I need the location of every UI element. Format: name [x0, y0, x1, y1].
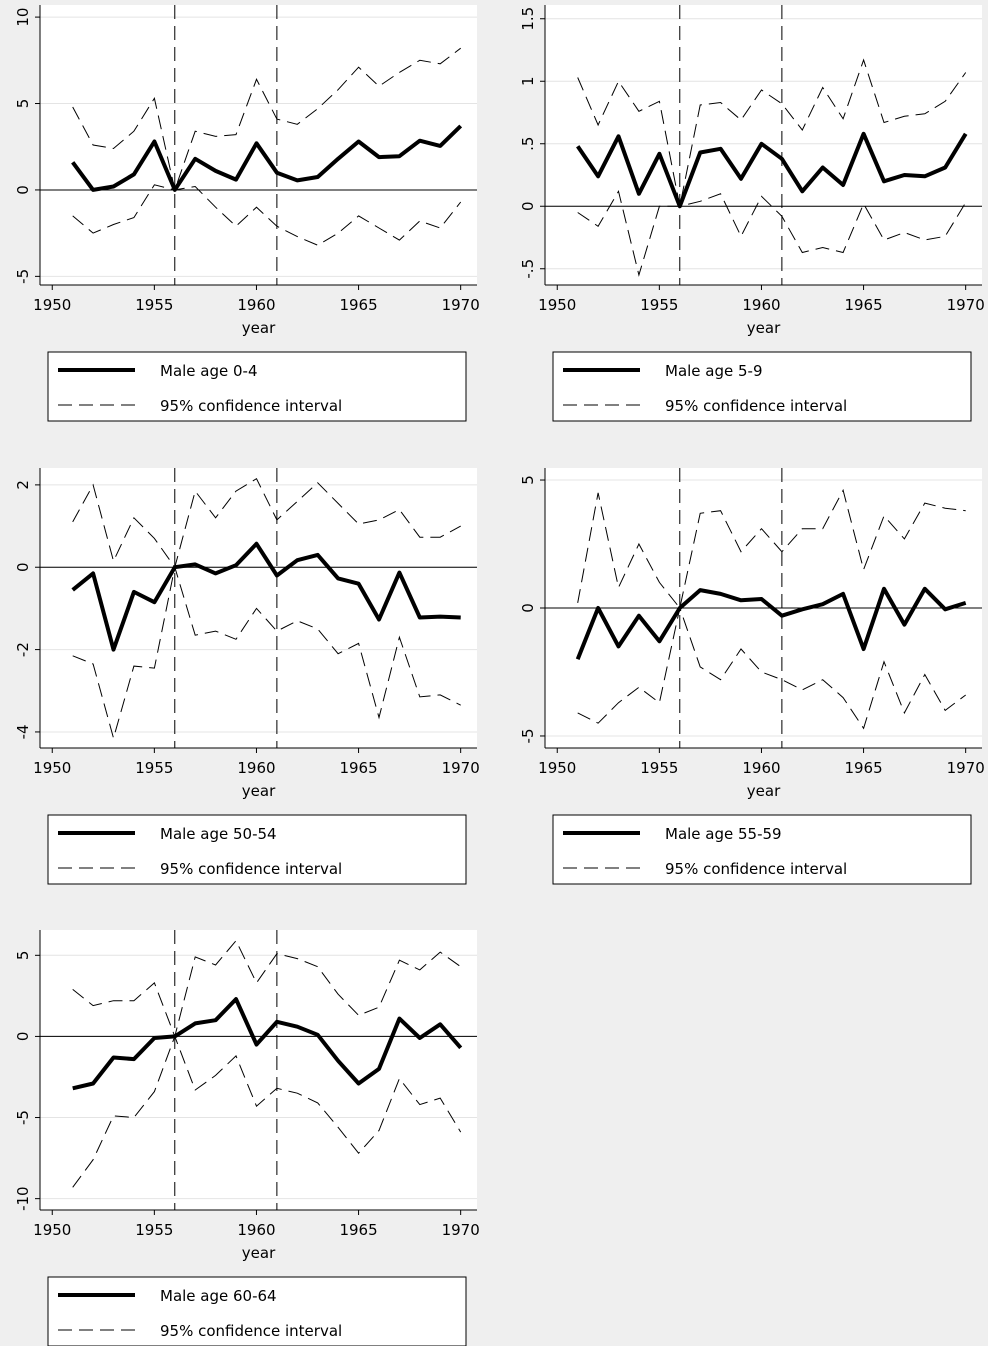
legend: Male age 5-9 95% confidence interval	[552, 351, 972, 422]
x-tick-label: 1970	[442, 759, 480, 777]
legend-label: 95% confidence interval	[665, 860, 847, 878]
x-tick-label: 1960	[237, 296, 275, 314]
x-tick-label: 1955	[135, 1221, 173, 1239]
y-tick-label: 5	[519, 475, 537, 485]
legend-label: Male age 55-59	[665, 825, 782, 843]
y-tick-label: 5	[14, 99, 32, 109]
x-tick-label: 1960	[742, 296, 780, 314]
legend-label: 95% confidence interval	[160, 397, 342, 415]
x-tick-label: 1970	[947, 759, 985, 777]
ci-upper-line	[577, 488, 966, 610]
y-tick-label: -10	[14, 1186, 32, 1211]
x-tick-label: 1970	[947, 296, 985, 314]
legend-box	[552, 351, 972, 422]
legend-box	[47, 1276, 467, 1346]
legend: Male age 60-64 95% confidence interval	[47, 1276, 467, 1346]
legend-box	[47, 351, 467, 422]
y-tick-label: 0	[519, 201, 537, 211]
x-tick-label: 1960	[237, 759, 275, 777]
x-tick-label: 1960	[742, 759, 780, 777]
x-tick-label: 1950	[538, 296, 576, 314]
y-tick-label: 0	[519, 603, 537, 613]
ci-upper-line	[577, 58, 967, 207]
legend-label: Male age 5-9	[665, 362, 763, 380]
x-axis-title: year	[242, 782, 276, 800]
x-tick-label: 1960	[237, 1221, 275, 1239]
estimate-line	[71, 124, 463, 192]
legend: Male age 55-59 95% confidence interval	[552, 814, 972, 885]
y-tick-label: -5	[519, 728, 537, 743]
x-tick-label: 1950	[33, 759, 71, 777]
estimate-line	[71, 541, 461, 652]
legend-label: Male age 60-64	[160, 1287, 277, 1305]
ci-upper-line	[72, 47, 462, 192]
estimate-line	[575, 586, 967, 660]
y-tick-label: 1.5	[519, 7, 537, 31]
y-tick-label: -5	[14, 269, 32, 284]
chart-panel: -5 0 5 10 1950 1955 1960 1965 1970 year Male age 0…	[14, 5, 480, 422]
x-tick-label: 1955	[640, 296, 678, 314]
y-tick-label: 0	[14, 185, 32, 195]
ci-lower-line	[72, 567, 461, 740]
x-tick-label: 1965	[339, 759, 377, 777]
legend-label: 95% confidence interval	[665, 397, 847, 415]
legend-label: 95% confidence interval	[160, 1322, 342, 1340]
plot-area	[40, 468, 477, 748]
ci-upper-line	[72, 939, 461, 1039]
y-tick-label: 1	[519, 76, 537, 86]
x-tick-label: 1955	[135, 296, 173, 314]
legend-box	[47, 814, 467, 885]
legend-label: 95% confidence interval	[160, 860, 342, 878]
y-tick-label: .5	[519, 137, 537, 151]
estimate-line	[576, 131, 968, 209]
y-tick-label: -2	[14, 642, 32, 657]
y-tick-label: 10	[14, 8, 32, 27]
x-tick-label: 1950	[33, 296, 71, 314]
ci-lower-line	[72, 1034, 462, 1188]
y-tick-label: -4	[14, 724, 32, 739]
y-tick-label: -5	[14, 1110, 32, 1125]
y-tick-label: 0	[14, 562, 32, 572]
x-axis-title: year	[242, 1244, 276, 1262]
legend: Male age 0-4 95% confidence interval	[47, 351, 467, 422]
x-axis-title: year	[242, 319, 276, 337]
x-tick-label: 1965	[844, 759, 882, 777]
y-tick-label: 5	[14, 951, 32, 961]
legend-label: Male age 50-54	[160, 825, 277, 843]
chart-panel: -4 -2 0 2 1950 1955 1960 1965 1970 year Male age 5…	[14, 468, 480, 885]
x-tick-label: 1965	[844, 296, 882, 314]
plot-area	[40, 930, 477, 1210]
chart-panel: -10 -5 0 5 1950 1955 1960 1965 1970 year Male age …	[14, 930, 480, 1346]
y-tick-label: -.5	[519, 259, 537, 279]
x-tick-label: 1950	[33, 1221, 71, 1239]
ci-lower-line	[72, 184, 462, 246]
chart-panel: -5 0 5 1950 1955 1960 1965 1970 year Male age 55-…	[519, 468, 985, 885]
x-tick-label: 1950	[538, 759, 576, 777]
y-tick-label: 2	[14, 480, 32, 490]
legend-box	[552, 814, 972, 885]
x-tick-label: 1955	[135, 759, 173, 777]
ci-lower-line	[577, 606, 967, 730]
x-tick-label: 1970	[442, 1221, 480, 1239]
estimate-line	[72, 997, 463, 1091]
legend-label: Male age 0-4	[160, 362, 258, 380]
x-axis-title: year	[747, 782, 781, 800]
legend: Male age 50-54 95% confidence interval	[47, 814, 467, 885]
x-tick-label: 1970	[442, 296, 480, 314]
chart-panel: -.5 0 .5 1 1.5 1950 1955 1960 1965 1970 year Male a…	[519, 5, 985, 422]
x-tick-label: 1955	[640, 759, 678, 777]
x-tick-label: 1965	[339, 296, 377, 314]
ci-upper-line	[72, 477, 461, 569]
x-tick-label: 1965	[339, 1221, 377, 1239]
x-axis-title: year	[747, 319, 781, 337]
y-tick-label: 0	[14, 1032, 32, 1042]
